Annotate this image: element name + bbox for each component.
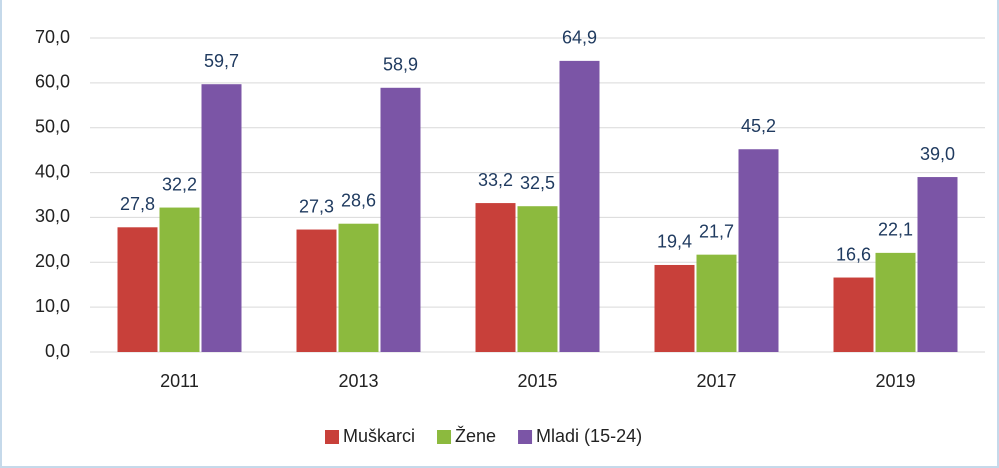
y-tick-label: 60,0 <box>35 72 70 92</box>
data-label: 45,2 <box>741 116 776 136</box>
x-tick-label: 2019 <box>875 371 915 391</box>
bar <box>833 277 874 352</box>
data-label: 32,5 <box>520 173 555 193</box>
legend-label: Mladi (15-24) <box>536 426 642 446</box>
bar <box>117 227 158 352</box>
data-label: 33,2 <box>478 170 513 190</box>
bar <box>159 207 200 352</box>
x-tick-label: 2015 <box>517 371 557 391</box>
data-label: 28,6 <box>341 190 376 210</box>
data-label: 16,6 <box>836 244 871 264</box>
y-tick-label: 20,0 <box>35 251 70 271</box>
bar <box>338 223 379 352</box>
legend-label: Muškarci <box>343 426 415 446</box>
bar <box>201 84 242 353</box>
legend-label: Žene <box>455 426 496 446</box>
bar <box>559 60 600 353</box>
y-tick-label: 40,0 <box>35 161 70 181</box>
bar <box>696 254 737 352</box>
y-tick-label: 0,0 <box>45 341 70 361</box>
bar <box>296 229 337 352</box>
data-label: 27,8 <box>120 194 155 214</box>
data-label: 39,0 <box>920 144 955 164</box>
legend-swatch <box>437 430 452 444</box>
data-label: 58,9 <box>383 55 418 75</box>
y-tick-label: 50,0 <box>35 116 70 136</box>
x-tick-label: 2011 <box>160 371 199 391</box>
data-label: 27,3 <box>299 196 334 216</box>
data-label: 32,2 <box>162 174 197 194</box>
legend-swatch <box>325 430 339 444</box>
bar <box>738 149 779 352</box>
legend-swatch <box>518 430 533 444</box>
x-tick-label: 2013 <box>338 371 378 391</box>
y-tick-label: 30,0 <box>35 206 70 226</box>
data-label: 19,4 <box>657 232 692 252</box>
data-label: 59,7 <box>204 51 239 71</box>
bar <box>875 252 916 352</box>
bar <box>380 87 421 352</box>
bar <box>654 264 695 352</box>
bar <box>517 206 558 352</box>
x-tick-label: 2017 <box>696 371 736 391</box>
y-tick-label: 10,0 <box>35 296 70 316</box>
bar <box>475 203 516 352</box>
data-label: 22,1 <box>878 220 913 240</box>
bar <box>917 177 958 352</box>
data-label: 21,7 <box>699 221 734 241</box>
y-tick-label: 70,0 <box>35 27 70 47</box>
data-label: 64,9 <box>562 28 597 48</box>
